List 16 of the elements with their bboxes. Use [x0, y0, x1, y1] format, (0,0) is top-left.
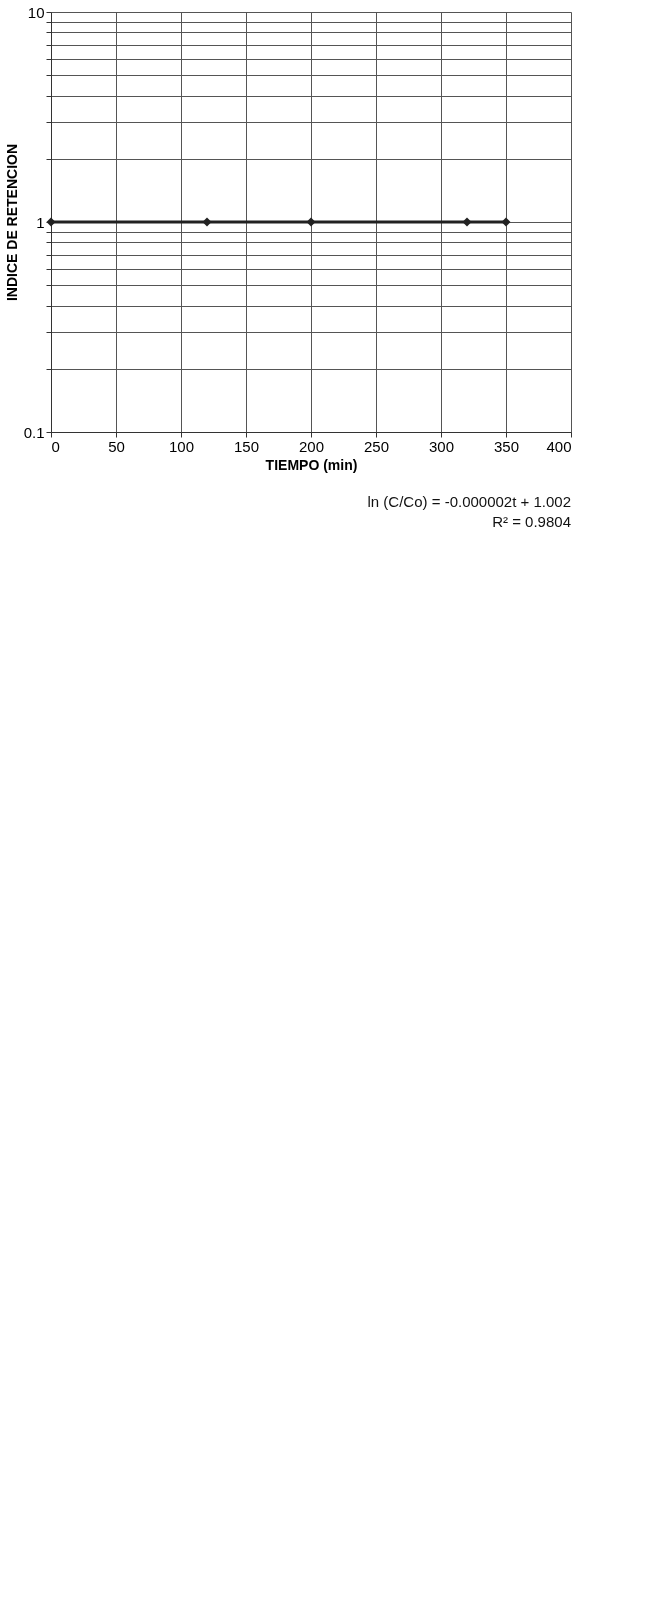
x-tick-label: 300 — [428, 437, 455, 455]
text: ln (C/Co) = -0.000002t + 1.002 — [367, 493, 571, 510]
y-tick-label: 1 — [36, 213, 45, 231]
y-axis-title: INDICE DE RETENCION — [3, 143, 20, 302]
x-tick-label: 150 — [233, 437, 260, 455]
x-tick-label: 250 — [363, 437, 390, 455]
x-tick-label: 200 — [298, 437, 325, 455]
y-tick-label: 0.1 — [23, 423, 45, 441]
x-tick-label: 350 — [493, 437, 520, 455]
x-tick-label: 0 — [51, 437, 60, 455]
text: R² = 0.9804 — [492, 513, 571, 530]
x-axis-title: TIEMPO (min) — [265, 456, 358, 473]
y-tick-label: 10 — [27, 3, 45, 21]
x-tick-label: 400 — [546, 437, 572, 455]
x-tick-label: 100 — [168, 437, 195, 455]
x-tick-label: 50 — [108, 437, 125, 455]
